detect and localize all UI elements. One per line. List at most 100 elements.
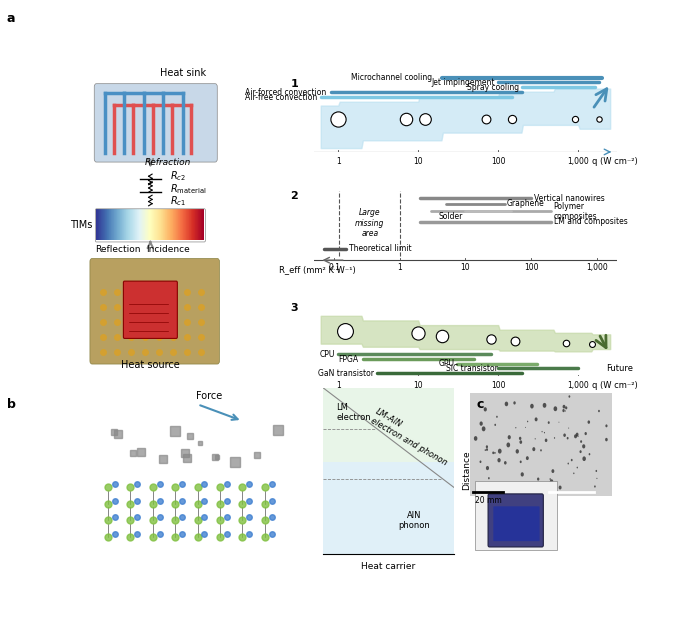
Text: Jet impingement: Jet impingement [432, 78, 495, 87]
Text: Spray cooling: Spray cooling [466, 83, 519, 91]
Point [413, 328, 424, 338]
Text: 100: 100 [491, 157, 506, 165]
Text: b: b [7, 398, 16, 411]
FancyBboxPatch shape [493, 506, 540, 541]
Point [507, 114, 518, 124]
Ellipse shape [563, 434, 566, 437]
Text: 10: 10 [460, 263, 470, 272]
Point [401, 114, 412, 124]
Ellipse shape [506, 442, 510, 447]
Ellipse shape [530, 404, 534, 409]
Text: Future: Future [606, 364, 633, 373]
Ellipse shape [577, 466, 578, 468]
Ellipse shape [580, 440, 582, 443]
Text: 1: 1 [336, 381, 341, 390]
FancyBboxPatch shape [123, 281, 177, 338]
Point [587, 338, 598, 348]
Ellipse shape [548, 421, 550, 424]
Text: 1: 1 [397, 263, 402, 272]
Text: Heat sink: Heat sink [160, 68, 206, 78]
Text: q (W cm⁻²): q (W cm⁻²) [593, 381, 638, 390]
Ellipse shape [595, 470, 597, 472]
Text: Large
missing
area: Large missing area [355, 208, 384, 238]
Text: 100: 100 [524, 263, 538, 272]
Ellipse shape [605, 438, 608, 442]
Ellipse shape [606, 424, 608, 427]
Point [437, 331, 448, 341]
Text: Refraction: Refraction [145, 158, 191, 167]
Text: Vertical nanowires: Vertical nanowires [534, 194, 605, 203]
Ellipse shape [575, 433, 579, 437]
Ellipse shape [543, 488, 547, 493]
Ellipse shape [505, 402, 508, 406]
Ellipse shape [519, 437, 521, 440]
Text: q (W cm⁻²): q (W cm⁻²) [593, 157, 638, 165]
Ellipse shape [527, 420, 528, 422]
Ellipse shape [582, 444, 585, 448]
FancyBboxPatch shape [475, 481, 557, 550]
Ellipse shape [479, 460, 482, 463]
Text: 2: 2 [290, 190, 298, 200]
Ellipse shape [516, 485, 518, 487]
Ellipse shape [549, 478, 551, 480]
Ellipse shape [494, 452, 496, 454]
Ellipse shape [532, 447, 536, 451]
Ellipse shape [497, 458, 501, 462]
Text: 10: 10 [414, 157, 423, 165]
Ellipse shape [482, 426, 486, 431]
Ellipse shape [534, 417, 538, 421]
Ellipse shape [498, 448, 501, 453]
Ellipse shape [515, 427, 516, 429]
Ellipse shape [574, 434, 577, 439]
Ellipse shape [565, 406, 567, 409]
Text: Solder: Solder [438, 212, 463, 221]
Text: $R_{c2}$: $R_{c2}$ [170, 169, 186, 182]
Point [339, 327, 350, 337]
Text: Graphene: Graphene [506, 199, 544, 208]
Ellipse shape [553, 406, 557, 411]
Text: Distance: Distance [462, 451, 471, 491]
Text: GaN transistor: GaN transistor [319, 368, 374, 378]
Text: Theoretical limit: Theoretical limit [349, 244, 412, 253]
Point [593, 114, 604, 124]
Text: GPU: GPU [438, 360, 454, 368]
Point [485, 334, 496, 344]
FancyBboxPatch shape [470, 392, 612, 496]
Text: a: a [7, 12, 15, 26]
Text: Heat carrier: Heat carrier [361, 562, 416, 572]
Text: Air-free convection: Air-free convection [245, 93, 318, 101]
Ellipse shape [479, 422, 483, 426]
Text: $R_\mathrm{material}$: $R_\mathrm{material}$ [170, 182, 206, 196]
Ellipse shape [544, 432, 545, 434]
Ellipse shape [562, 405, 565, 409]
Ellipse shape [486, 445, 488, 448]
Ellipse shape [535, 438, 536, 440]
Text: Microchannel cooling: Microchannel cooling [351, 73, 432, 82]
Text: LM and composites: LM and composites [553, 217, 627, 226]
Text: Heat source: Heat source [121, 360, 179, 370]
Text: 100: 100 [491, 381, 506, 390]
Ellipse shape [558, 486, 562, 490]
Text: 30 μm: 30 μm [560, 496, 584, 506]
Ellipse shape [562, 409, 564, 412]
Text: 1: 1 [290, 78, 298, 88]
Text: SiC transistor: SiC transistor [446, 364, 498, 373]
Ellipse shape [525, 427, 526, 428]
Ellipse shape [474, 436, 477, 441]
Text: TIMs: TIMs [70, 220, 92, 230]
Text: R_eff (mm² K W⁻¹): R_eff (mm² K W⁻¹) [279, 265, 356, 274]
Text: CPU: CPU [319, 350, 335, 359]
Ellipse shape [545, 439, 547, 442]
Ellipse shape [504, 461, 507, 465]
Ellipse shape [484, 407, 487, 412]
Ellipse shape [549, 481, 552, 484]
Text: 1,000: 1,000 [567, 381, 589, 390]
Text: Reflection: Reflection [95, 246, 140, 254]
Ellipse shape [554, 437, 555, 439]
Ellipse shape [526, 456, 529, 460]
Text: 20 mm: 20 mm [475, 496, 501, 506]
Ellipse shape [568, 463, 569, 465]
Text: 1: 1 [336, 157, 341, 165]
Text: Force: Force [196, 391, 222, 401]
Text: 10: 10 [414, 381, 423, 390]
